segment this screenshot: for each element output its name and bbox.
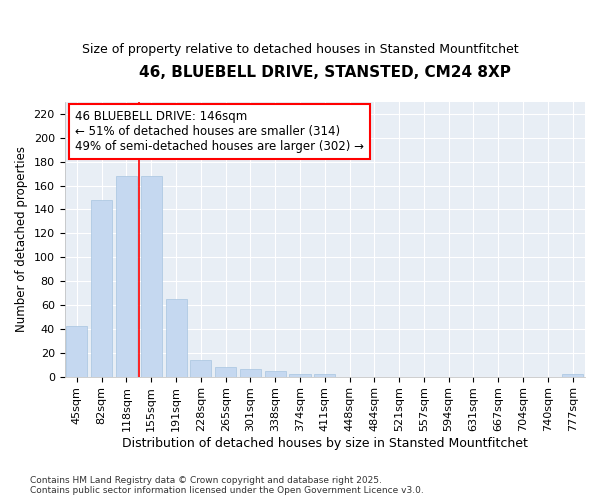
X-axis label: Distribution of detached houses by size in Stansted Mountfitchet: Distribution of detached houses by size … <box>122 437 528 450</box>
Bar <box>289 374 311 376</box>
Bar <box>166 299 187 376</box>
Bar <box>91 200 112 376</box>
Title: 46, BLUEBELL DRIVE, STANSTED, CM24 8XP: 46, BLUEBELL DRIVE, STANSTED, CM24 8XP <box>139 65 511 80</box>
Y-axis label: Number of detached properties: Number of detached properties <box>15 146 28 332</box>
Bar <box>240 370 261 376</box>
Text: Contains HM Land Registry data © Crown copyright and database right 2025.
Contai: Contains HM Land Registry data © Crown c… <box>30 476 424 495</box>
Bar <box>215 367 236 376</box>
Bar <box>265 370 286 376</box>
Bar <box>562 374 583 376</box>
Bar <box>116 176 137 376</box>
Bar <box>190 360 211 376</box>
Bar <box>141 176 162 376</box>
Bar <box>314 374 335 376</box>
Text: Size of property relative to detached houses in Stansted Mountfitchet: Size of property relative to detached ho… <box>82 42 518 56</box>
Bar <box>67 326 88 376</box>
Text: 46 BLUEBELL DRIVE: 146sqm
← 51% of detached houses are smaller (314)
49% of semi: 46 BLUEBELL DRIVE: 146sqm ← 51% of detac… <box>75 110 364 153</box>
